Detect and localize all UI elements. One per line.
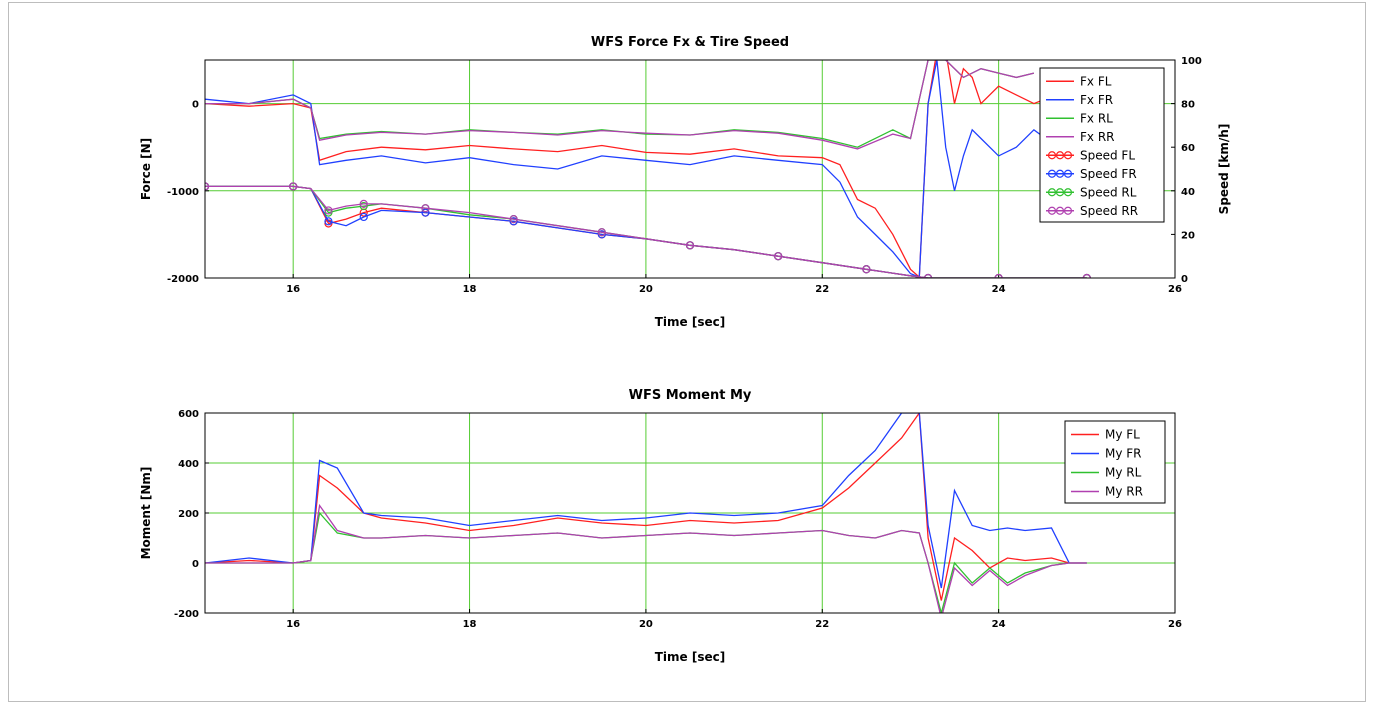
y-tick-label: 200 (178, 509, 199, 520)
y-tick-label: -2000 (167, 274, 199, 285)
x-tick-label: 16 (286, 619, 300, 630)
series-marker (421, 204, 430, 213)
series-line (205, 413, 1087, 589)
legend (1039, 67, 1165, 223)
y2-tick-label: 60 (1181, 143, 1195, 154)
legend-marker (1055, 151, 1065, 160)
y-tick-label: 0 (192, 100, 199, 111)
series-line (205, 503, 1087, 613)
legend-label: Speed RR (1080, 204, 1138, 218)
series-marker (359, 201, 368, 211)
legend-marker (1055, 206, 1065, 215)
series-marker (324, 206, 333, 215)
legend-marker (1047, 169, 1057, 178)
x-tick-label: 20 (639, 619, 653, 630)
series-marker (289, 182, 298, 191)
legend-marker (1063, 188, 1073, 197)
legend-label: Fx RL (1080, 111, 1113, 125)
series-line (205, 185, 1087, 278)
x-tick-label: 26 (1168, 284, 1182, 295)
chart-2: 16 18 20 22 24 26 -200 0 200 400 600 WFS Moment My T… (139, 388, 1182, 664)
y-tick-label: -200 (174, 609, 199, 620)
x-tick-label: 22 (815, 284, 829, 295)
plot-frame (204, 412, 1176, 614)
series-marker (509, 215, 518, 224)
x-axis-label: Time [sec] (655, 315, 725, 329)
chart-1: 16 18 20 22 24 26 -2000 -1000 0 0 20 40 60 80 100 WFS F… (139, 35, 1231, 329)
x-tick-label: 18 (463, 619, 477, 630)
legend-marker (1047, 188, 1057, 197)
series-marker (359, 199, 368, 208)
y2-tick-label: 0 (1181, 274, 1188, 285)
chart-title: WFS Force Fx & Tire Speed (591, 35, 789, 50)
legend-label: My FR (1105, 447, 1142, 461)
legend-label: Speed FL (1080, 148, 1135, 162)
series-marker (923, 273, 933, 278)
series-marker (324, 208, 333, 217)
y-tick-label: 0 (192, 559, 199, 570)
x-axis-label: Time [sec] (655, 650, 725, 664)
series-line (205, 185, 1087, 278)
series-marker (597, 230, 606, 239)
series-line (205, 413, 1087, 601)
series-marker (994, 273, 1003, 278)
y2-tick-label: 40 (1181, 187, 1195, 198)
legend-marker (1055, 188, 1065, 197)
series-marker (205, 182, 210, 191)
legend-marker (1063, 169, 1073, 178)
y2-axis-label: Speed [km/h] (1217, 124, 1231, 215)
series-marker (685, 241, 695, 250)
legend-label: Fx RR (1080, 130, 1115, 144)
x-tick-label: 18 (463, 284, 477, 295)
series-marker (774, 252, 783, 261)
series-marker (597, 228, 606, 237)
series-marker (862, 265, 871, 274)
x-tick-label: 24 (992, 284, 1006, 295)
chart-title: WFS Moment My (629, 388, 752, 403)
legend-marker (1047, 151, 1057, 160)
x-tick-label: 22 (815, 619, 829, 630)
legend-marker (1063, 206, 1073, 215)
legend-label: Speed RL (1080, 185, 1137, 199)
x-tick-label: 24 (992, 619, 1006, 630)
y2-tick-label: 100 (1181, 56, 1202, 67)
legend-label: Fx FR (1080, 93, 1113, 107)
y-tick-label: -1000 (167, 187, 199, 198)
x-tick-label: 26 (1168, 619, 1182, 630)
legend-marker (1055, 169, 1065, 178)
series-line (205, 60, 1070, 278)
series-line (205, 60, 1035, 150)
series-line (205, 60, 1070, 278)
series-marker (359, 212, 368, 222)
legend-label: My FL (1105, 428, 1140, 442)
legend-label: Fx FL (1080, 74, 1112, 88)
series-marker (1082, 273, 1091, 278)
legend-label: My RR (1105, 485, 1143, 499)
legend-label: My RL (1105, 466, 1142, 480)
y2-tick-label: 20 (1181, 230, 1195, 241)
y-axis-label: Force [N] (139, 138, 153, 200)
y-axis-label: Moment [Nm] (139, 467, 153, 560)
series-marker (324, 217, 333, 226)
plot-frame (204, 59, 1176, 279)
x-tick-label: 20 (639, 284, 653, 295)
x-tick-label: 16 (286, 284, 300, 295)
y-tick-label: 600 (178, 409, 199, 420)
legend-marker (1047, 206, 1057, 215)
series-marker (509, 217, 518, 226)
y-tick-label: 400 (178, 459, 199, 470)
legend-marker (1063, 151, 1073, 160)
series-marker (421, 208, 430, 217)
legend-label: Speed FR (1080, 167, 1137, 181)
y2-tick-label: 80 (1181, 100, 1195, 111)
